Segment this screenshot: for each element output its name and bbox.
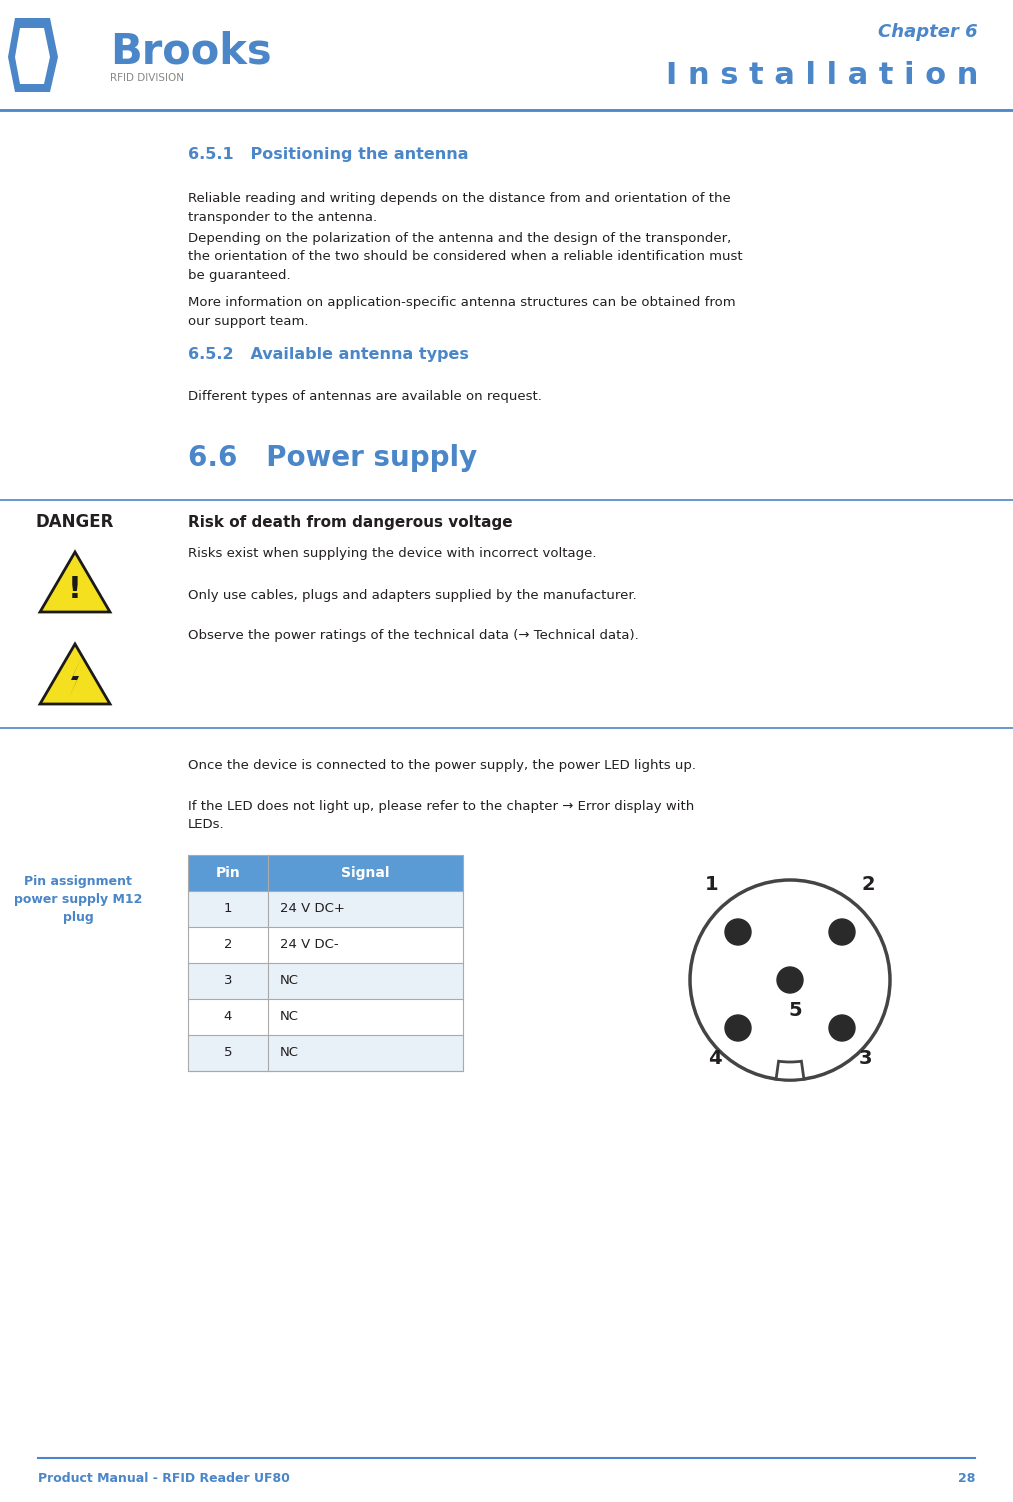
Text: Risks exist when supplying the device with incorrect voltage.: Risks exist when supplying the device wi… [188, 547, 597, 560]
Text: 4: 4 [708, 1048, 722, 1068]
Circle shape [725, 919, 751, 945]
Text: 5: 5 [224, 1047, 232, 1059]
Text: 24 V DC+: 24 V DC+ [280, 903, 344, 916]
Wedge shape [776, 1062, 804, 1080]
Text: Risk of death from dangerous voltage: Risk of death from dangerous voltage [188, 515, 513, 530]
Text: DANGER: DANGER [35, 514, 114, 532]
Text: Pin: Pin [216, 867, 240, 880]
Circle shape [690, 880, 890, 1080]
Text: 28: 28 [957, 1472, 975, 1484]
Polygon shape [40, 644, 110, 704]
Text: Signal: Signal [341, 867, 390, 880]
Text: Depending on the polarization of the antenna and the design of the transponder,
: Depending on the polarization of the ant… [188, 231, 743, 282]
Text: 2: 2 [224, 939, 232, 951]
Polygon shape [8, 18, 58, 92]
FancyBboxPatch shape [188, 963, 463, 999]
FancyBboxPatch shape [188, 999, 463, 1035]
Text: Only use cables, plugs and adapters supplied by the manufacturer.: Only use cables, plugs and adapters supp… [188, 589, 637, 601]
Text: NC: NC [280, 975, 299, 987]
Text: Reliable reading and writing depends on the distance from and orientation of the: Reliable reading and writing depends on … [188, 192, 730, 224]
Text: Brooks: Brooks [110, 32, 271, 74]
Text: 24 V DC-: 24 V DC- [280, 939, 338, 951]
Text: NC: NC [280, 1047, 299, 1059]
Circle shape [725, 1015, 751, 1041]
Text: 6.6   Power supply: 6.6 Power supply [188, 445, 477, 472]
FancyBboxPatch shape [188, 891, 463, 927]
FancyBboxPatch shape [188, 855, 463, 891]
Circle shape [829, 919, 855, 945]
Text: NC: NC [280, 1011, 299, 1023]
Text: 6.5.2   Available antenna types: 6.5.2 Available antenna types [188, 347, 469, 362]
Circle shape [777, 967, 803, 993]
Text: Once the device is connected to the power supply, the power LED lights up.: Once the device is connected to the powe… [188, 759, 696, 772]
Polygon shape [40, 553, 110, 611]
Text: 4: 4 [224, 1011, 232, 1023]
Text: 3: 3 [858, 1048, 872, 1068]
Text: 1: 1 [705, 876, 719, 895]
Text: Product Manual - RFID Reader UF80: Product Manual - RFID Reader UF80 [38, 1472, 290, 1484]
Text: 2: 2 [861, 876, 875, 895]
Circle shape [829, 1015, 855, 1041]
Text: Observe the power ratings of the technical data (→ Technical data).: Observe the power ratings of the technic… [188, 628, 639, 641]
Text: !: ! [68, 575, 82, 604]
Text: 6.5.1   Positioning the antenna: 6.5.1 Positioning the antenna [188, 147, 468, 162]
FancyBboxPatch shape [188, 927, 463, 963]
Text: 3: 3 [224, 975, 232, 987]
Text: Pin assignment
power supply M12
plug: Pin assignment power supply M12 plug [14, 876, 142, 924]
Text: Chapter 6: Chapter 6 [878, 23, 978, 41]
Text: RFID DIVISION: RFID DIVISION [110, 74, 184, 83]
Text: 1: 1 [224, 903, 232, 916]
Polygon shape [69, 658, 81, 698]
FancyBboxPatch shape [188, 1035, 463, 1071]
Text: Different types of antennas are available on request.: Different types of antennas are availabl… [188, 391, 542, 403]
Text: More information on application-specific antenna structures can be obtained from: More information on application-specific… [188, 296, 735, 327]
Text: 5: 5 [788, 1000, 802, 1020]
Polygon shape [15, 29, 50, 84]
Text: I n s t a l l a t i o n: I n s t a l l a t i o n [666, 60, 978, 90]
Text: If the LED does not light up, please refer to the chapter → Error display with
L: If the LED does not light up, please ref… [188, 801, 694, 832]
